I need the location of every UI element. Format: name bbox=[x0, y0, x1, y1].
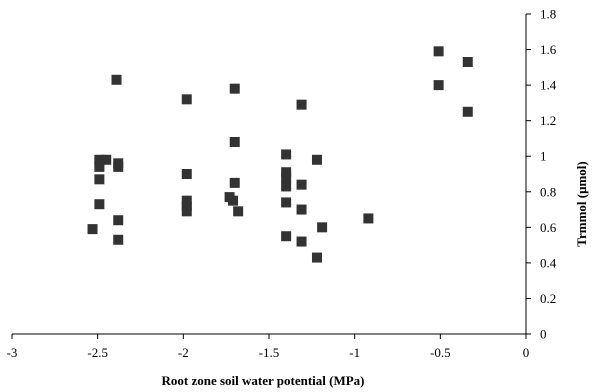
data-point bbox=[229, 83, 240, 94]
data-point bbox=[281, 149, 292, 160]
data-point bbox=[433, 46, 444, 57]
data-point bbox=[181, 201, 192, 211]
data-point bbox=[113, 234, 124, 245]
data-point bbox=[462, 57, 473, 67]
x-tick-label: -3 bbox=[7, 345, 18, 360]
y-tick-label: 1.6 bbox=[540, 42, 557, 57]
data-point bbox=[281, 181, 292, 192]
data-points bbox=[87, 46, 473, 263]
y-tick-label: 1.4 bbox=[540, 78, 557, 93]
x-axis-title: Root zone soil water potential (MPa) bbox=[161, 373, 364, 388]
x-tick-label: -2 bbox=[178, 345, 189, 360]
data-point bbox=[181, 169, 192, 179]
y-axis-title: Trmmol (μmol) bbox=[574, 161, 589, 246]
y-tick-label: 0.6 bbox=[540, 220, 557, 235]
y-tick-label: 1.2 bbox=[540, 113, 556, 128]
data-point bbox=[113, 215, 124, 226]
data-point bbox=[229, 137, 240, 147]
x-tick-label: -2.5 bbox=[87, 345, 108, 360]
data-point bbox=[296, 179, 307, 190]
y-axis-ticks: 0 0.2 0.4 0.6 0.8 1 1.2 1.4 1.6 1.8 bbox=[526, 7, 557, 342]
y-tick-label: 0 bbox=[540, 327, 547, 342]
y-tick-label: 1 bbox=[540, 149, 547, 164]
axes bbox=[12, 14, 527, 335]
data-point bbox=[181, 94, 192, 105]
data-point bbox=[462, 106, 473, 117]
data-point bbox=[311, 154, 322, 165]
data-point bbox=[94, 199, 105, 210]
y-tick-label: 1.8 bbox=[540, 7, 556, 22]
data-point bbox=[101, 154, 112, 165]
data-point bbox=[296, 99, 307, 110]
data-point bbox=[87, 224, 98, 235]
y-tick-label: 0.2 bbox=[540, 291, 556, 306]
x-tick-label: 0 bbox=[523, 345, 530, 360]
data-point bbox=[311, 252, 322, 263]
x-axis-ticks: -3 -2.5 -2 -1.5 -1 -0.5 0 bbox=[7, 334, 530, 360]
data-point bbox=[181, 195, 192, 206]
data-point bbox=[281, 231, 292, 242]
y-tick-label: 0.8 bbox=[540, 184, 556, 199]
data-point bbox=[317, 222, 328, 233]
y-tick-label: 0.4 bbox=[540, 255, 557, 270]
x-tick-label: -0.5 bbox=[430, 345, 451, 360]
data-point bbox=[281, 167, 292, 178]
x-tick-label: -1.5 bbox=[259, 345, 280, 360]
x-tick-label: -1 bbox=[349, 345, 360, 360]
data-point bbox=[281, 172, 292, 183]
data-point bbox=[229, 177, 240, 188]
data-point bbox=[113, 161, 124, 172]
data-point bbox=[296, 236, 307, 247]
data-point bbox=[228, 195, 239, 206]
data-point bbox=[181, 206, 192, 217]
data-point bbox=[111, 74, 122, 85]
data-point bbox=[281, 197, 292, 208]
data-point bbox=[94, 161, 105, 172]
data-point bbox=[233, 206, 244, 217]
data-point bbox=[363, 213, 374, 224]
data-point bbox=[94, 174, 105, 185]
data-point bbox=[296, 204, 307, 215]
data-point bbox=[433, 80, 444, 91]
